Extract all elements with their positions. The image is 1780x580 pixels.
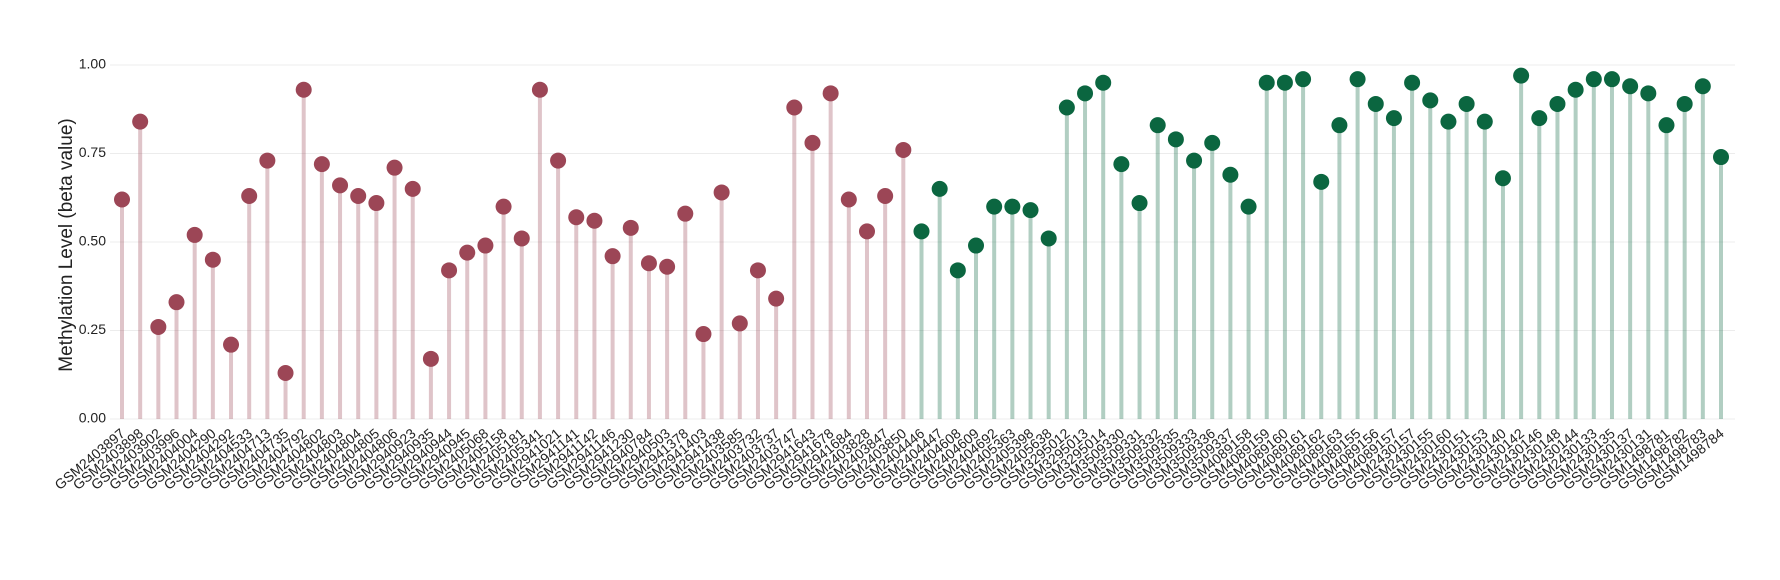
- dot: [749, 262, 766, 279]
- dot: [550, 152, 567, 169]
- dot: [1440, 113, 1457, 130]
- y-tick-label: 1.00: [79, 56, 106, 72]
- dot: [677, 205, 694, 222]
- dot: [1058, 99, 1075, 116]
- dot: [1149, 117, 1166, 134]
- dot: [804, 134, 821, 151]
- dot: [949, 262, 966, 279]
- dot: [840, 191, 857, 208]
- dot: [986, 198, 1003, 215]
- y-tick-label: 0.75: [79, 144, 106, 160]
- y-axis-label: Methylation Level (beta value): [56, 118, 77, 371]
- dot: [132, 113, 149, 130]
- dot: [1331, 117, 1348, 134]
- dot: [513, 230, 530, 247]
- dot: [150, 318, 167, 335]
- dot: [1676, 95, 1693, 112]
- dot: [1349, 71, 1366, 88]
- dot: [386, 159, 403, 176]
- dot: [1240, 198, 1257, 215]
- dot: [659, 258, 676, 275]
- dot: [531, 81, 548, 98]
- dot: [1531, 110, 1548, 127]
- dot: [931, 180, 948, 197]
- dot: [1095, 74, 1112, 91]
- dot: [477, 237, 494, 254]
- dot: [1276, 74, 1293, 91]
- dot: [1549, 95, 1566, 112]
- dot: [1567, 81, 1584, 98]
- dot: [1204, 134, 1221, 151]
- dot: [1258, 74, 1275, 91]
- dot: [622, 219, 639, 236]
- dot: [495, 198, 512, 215]
- dot: [1694, 78, 1711, 95]
- dot: [1004, 198, 1021, 215]
- dot: [422, 350, 439, 367]
- dot: [1313, 173, 1330, 190]
- dot: [713, 184, 730, 201]
- dot: [968, 237, 985, 254]
- dot: [459, 244, 476, 261]
- dot: [168, 294, 185, 311]
- dot: [295, 81, 312, 98]
- dot: [1222, 166, 1239, 183]
- dot: [1476, 113, 1493, 130]
- dot: [259, 152, 276, 169]
- dot: [404, 180, 421, 197]
- dot: [877, 187, 894, 204]
- dot: [241, 187, 258, 204]
- dot: [1186, 152, 1203, 169]
- dot: [1513, 67, 1530, 84]
- dot: [1585, 71, 1602, 88]
- dot: [1603, 71, 1620, 88]
- dot: [640, 255, 657, 272]
- dot: [1022, 202, 1039, 219]
- dot: [1040, 230, 1057, 247]
- dot: [114, 191, 130, 208]
- dot: [1404, 74, 1421, 91]
- dot: [1658, 117, 1675, 134]
- dot: [368, 195, 385, 212]
- dot: [768, 290, 785, 307]
- dot: [313, 156, 330, 173]
- dot: [1458, 95, 1475, 112]
- dot: [822, 85, 839, 102]
- dot: [1640, 85, 1657, 102]
- y-tick-label: 0.00: [79, 410, 106, 426]
- dot: [1295, 71, 1312, 88]
- dot: [1077, 85, 1094, 102]
- dot: [204, 251, 221, 268]
- dot: [604, 248, 621, 265]
- dot: [1422, 92, 1439, 109]
- dot: [186, 226, 203, 243]
- dot: [1367, 95, 1384, 112]
- y-tick-label: 0.25: [79, 321, 106, 337]
- dot: [350, 187, 367, 204]
- dot: [895, 141, 912, 158]
- dot: [1131, 195, 1148, 212]
- dot: [1713, 149, 1729, 166]
- dot: [731, 315, 748, 332]
- dot: [913, 223, 930, 240]
- dot: [568, 209, 585, 226]
- dot: [695, 326, 712, 343]
- dot: [858, 223, 875, 240]
- dot: [1622, 78, 1639, 95]
- dot: [332, 177, 349, 194]
- dot: [1494, 170, 1511, 187]
- dot: [1167, 131, 1184, 148]
- dot: [586, 212, 603, 229]
- dot: [1113, 156, 1130, 173]
- dot: [441, 262, 458, 279]
- dot: [1385, 110, 1402, 127]
- dot: [786, 99, 803, 116]
- dot: [223, 336, 240, 353]
- y-tick-label: 0.50: [79, 233, 106, 249]
- dot: [277, 364, 294, 381]
